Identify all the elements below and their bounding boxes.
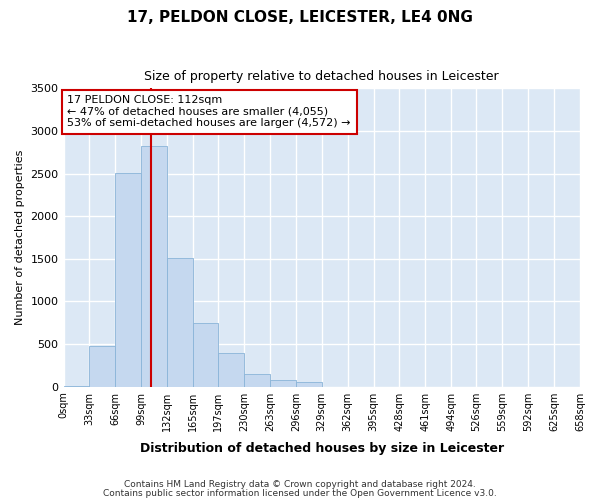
Title: Size of property relative to detached houses in Leicester: Size of property relative to detached ho… <box>145 70 499 83</box>
Bar <box>218 354 244 386</box>
Bar <box>115 172 141 386</box>
Text: Contains public sector information licensed under the Open Government Licence v3: Contains public sector information licen… <box>103 488 497 498</box>
Bar <box>244 374 270 386</box>
X-axis label: Distribution of detached houses by size in Leicester: Distribution of detached houses by size … <box>140 442 504 455</box>
Text: Contains HM Land Registry data © Crown copyright and database right 2024.: Contains HM Land Registry data © Crown c… <box>124 480 476 489</box>
Y-axis label: Number of detached properties: Number of detached properties <box>15 150 25 325</box>
Bar <box>270 380 296 386</box>
Text: 17 PELDON CLOSE: 112sqm
← 47% of detached houses are smaller (4,055)
53% of semi: 17 PELDON CLOSE: 112sqm ← 47% of detache… <box>67 95 351 128</box>
Bar <box>141 146 167 386</box>
Bar <box>167 258 193 386</box>
Text: 17, PELDON CLOSE, LEICESTER, LE4 0NG: 17, PELDON CLOSE, LEICESTER, LE4 0NG <box>127 10 473 25</box>
Bar <box>296 382 322 386</box>
Bar <box>193 322 218 386</box>
Bar <box>89 346 115 387</box>
